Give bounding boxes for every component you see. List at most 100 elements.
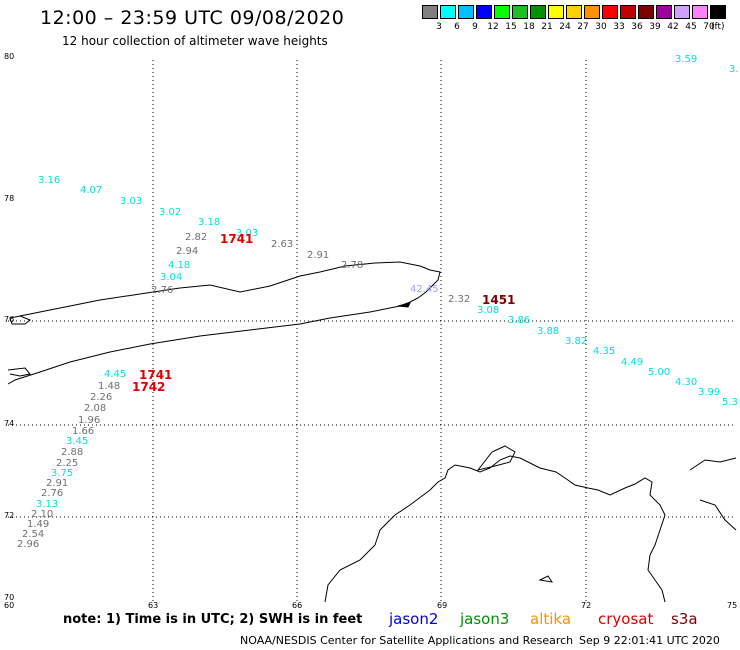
legend-label: 27 (577, 22, 589, 32)
footnote: note: 1) Time is in UTC; 2) SWH is in fe… (63, 612, 363, 627)
legend-swatch (422, 5, 438, 19)
pass-time-label: 1451 (482, 293, 516, 307)
swh-label: 3.04 (160, 272, 183, 283)
footer-timestamp: Sep 9 22:01:41 UTC 2020 (579, 634, 720, 647)
swh-label: 3.45 (66, 436, 89, 447)
satellite-label-cryosat: cryosat (598, 610, 654, 628)
swh-label: 2.94 (176, 246, 199, 257)
lat-label: 70 (4, 593, 15, 602)
legend-swatch (584, 5, 600, 19)
swh-label: 2.63 (271, 239, 294, 250)
lat-label: 72 (4, 511, 15, 520)
legend-label: 39 (649, 22, 661, 32)
map-title: 12:00 – 23:59 UTC 09/08/2020 (40, 7, 345, 29)
swh-label: 4.07 (80, 185, 103, 196)
legend-label: 36 (631, 22, 643, 32)
swh-label: 3.82 (565, 336, 588, 347)
lon-label: 75 (727, 601, 738, 610)
footer-org: NOAA/NESDIS Center for Satellite Applica… (240, 634, 574, 647)
swh-label: 3.99 (698, 387, 721, 398)
satellite-label-altika: altika (530, 610, 572, 628)
legend-swatch (638, 5, 654, 19)
swh-label: 3.18 (198, 217, 221, 228)
legend-label: 6 (454, 22, 460, 32)
legend-label: 3 (436, 22, 442, 32)
swh-label: 2.88 (61, 447, 84, 458)
legend-swatch (458, 5, 474, 19)
legend-swatch (674, 5, 690, 19)
swh-label: 2.08 (84, 403, 107, 414)
legend-label: 18 (523, 22, 535, 32)
legend-swatch (692, 5, 708, 19)
legend-swatch (710, 5, 726, 19)
lat-label: 76 (4, 315, 15, 324)
swh-label: 2.91 (46, 478, 69, 489)
legend-label: 33 (613, 22, 625, 32)
legend-swatch (620, 5, 636, 19)
swh-label: 5.3 (722, 397, 738, 408)
swh-label: 3.75 (51, 468, 74, 479)
swh-label: 2.96 (17, 539, 40, 550)
swh-label: 4.18 (168, 260, 191, 271)
legend-swatch (602, 5, 618, 19)
lon-label: 63 (148, 601, 159, 610)
legend-swatch (440, 5, 456, 19)
swh-label: 3.03 (236, 228, 259, 239)
legend-label: 42 (667, 22, 679, 32)
map-subtitle: 12 hour collection of altimeter wave hei… (62, 34, 328, 48)
swh-label: 2.91 (307, 250, 330, 261)
legend-label: 30 (595, 22, 607, 32)
legend-swatch (476, 5, 492, 19)
swh-label: 4.35 (593, 346, 616, 357)
swh-label: 1.48 (98, 381, 121, 392)
swh-label: 3.03 (120, 196, 143, 207)
swh-label: 2.10 (31, 509, 54, 520)
swh-label: 3.86 (508, 315, 531, 326)
swh-label: 2.76 (151, 285, 174, 296)
swh-label: 3.16 (38, 175, 61, 186)
swh-label: 2.82 (185, 232, 208, 243)
swh-label: 2.76 (41, 488, 64, 499)
swh-label: 4.45 (104, 369, 127, 380)
legend-swatch (512, 5, 528, 19)
legend-label: 45 (685, 22, 697, 32)
lat-label: 78 (4, 194, 15, 203)
swh-label: 2.78 (341, 260, 364, 271)
satellite-label-s3a: s3a (671, 610, 698, 628)
legend-label: 24 (559, 22, 571, 32)
swh-label: 4.49 (621, 357, 644, 368)
swh-label: 2.32 (448, 294, 471, 305)
lat-label: 74 (4, 419, 15, 428)
lat-label: 80 (4, 52, 15, 61)
swh-label: 1.49 (27, 519, 50, 530)
swh-label: 3.59 (675, 54, 698, 65)
legend-swatch (548, 5, 564, 19)
swh-label: 1.66 (72, 426, 95, 437)
swh-label: 3.02 (159, 207, 182, 218)
swh-label: 2.26 (90, 392, 113, 403)
swh-label: 1.96 (78, 415, 101, 426)
legend-label: 12 (487, 22, 499, 32)
legend-swatch (494, 5, 510, 19)
lon-label: 72 (581, 601, 592, 610)
pass-time-label: 1742 (132, 380, 166, 394)
legend-swatch (566, 5, 582, 19)
satellite-label-jason3: jason3 (460, 610, 510, 628)
lon-label: 69 (437, 601, 448, 610)
graticule (8, 60, 736, 602)
swh-label: 3.88 (537, 326, 560, 337)
legend-label: 70 (703, 22, 715, 32)
legend-label: 9 (472, 22, 478, 32)
lon-label: 60 (4, 601, 15, 610)
legend-label: 21 (541, 22, 553, 32)
legend-swatch (530, 5, 546, 19)
swh-label: 4.30 (675, 377, 698, 388)
satellite-label-jason2: jason2 (389, 610, 439, 628)
swh-label: 42.45 (410, 284, 439, 295)
swh-label: 3.08 (477, 305, 500, 316)
swh-label: 3. (729, 64, 739, 75)
pass-time-label: 1741 (220, 232, 254, 246)
legend-swatch (656, 5, 672, 19)
